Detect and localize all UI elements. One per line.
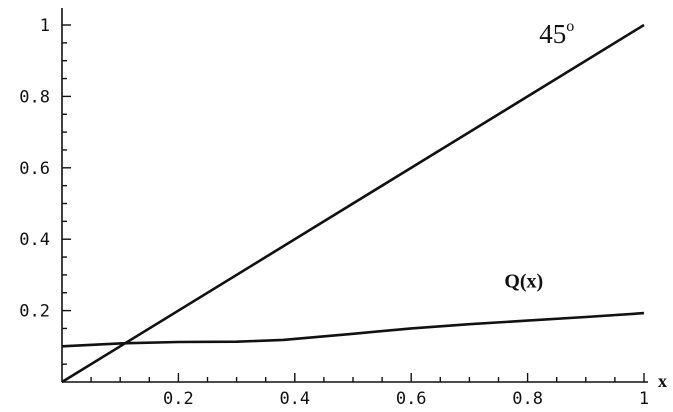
annotation-degree-symbol: o bbox=[566, 18, 574, 35]
annotation-45-degree: 45o bbox=[539, 18, 574, 49]
y-tick-label: 1 bbox=[40, 16, 50, 36]
x-tick-label: 0.2 bbox=[163, 389, 194, 409]
y-tick-label: 0.6 bbox=[19, 159, 50, 179]
x-tick-label: 0.8 bbox=[512, 389, 543, 409]
series-line-qx bbox=[61, 311, 645, 348]
x-axis-label: x bbox=[658, 371, 667, 391]
annotation-45-text: 45 bbox=[539, 19, 566, 49]
x-tick-label: 1 bbox=[639, 389, 649, 409]
x-ticks: 0.2 0.4 0.6 0.8 1 bbox=[90, 373, 649, 409]
y-tick-label: 0.2 bbox=[19, 302, 50, 322]
annotation-qx: Q(x) bbox=[504, 270, 543, 292]
x-tick-label: 0.4 bbox=[279, 389, 310, 409]
y-ticks: 0.2 0.4 0.6 0.8 1 bbox=[19, 16, 71, 365]
y-tick-label: 0.4 bbox=[19, 230, 50, 250]
series-group bbox=[61, 23, 645, 384]
y-tick-label: 0.8 bbox=[19, 87, 50, 107]
x-tick-label: 0.6 bbox=[396, 389, 427, 409]
series-line-45-degree bbox=[61, 23, 645, 384]
axes bbox=[61, 8, 648, 383]
